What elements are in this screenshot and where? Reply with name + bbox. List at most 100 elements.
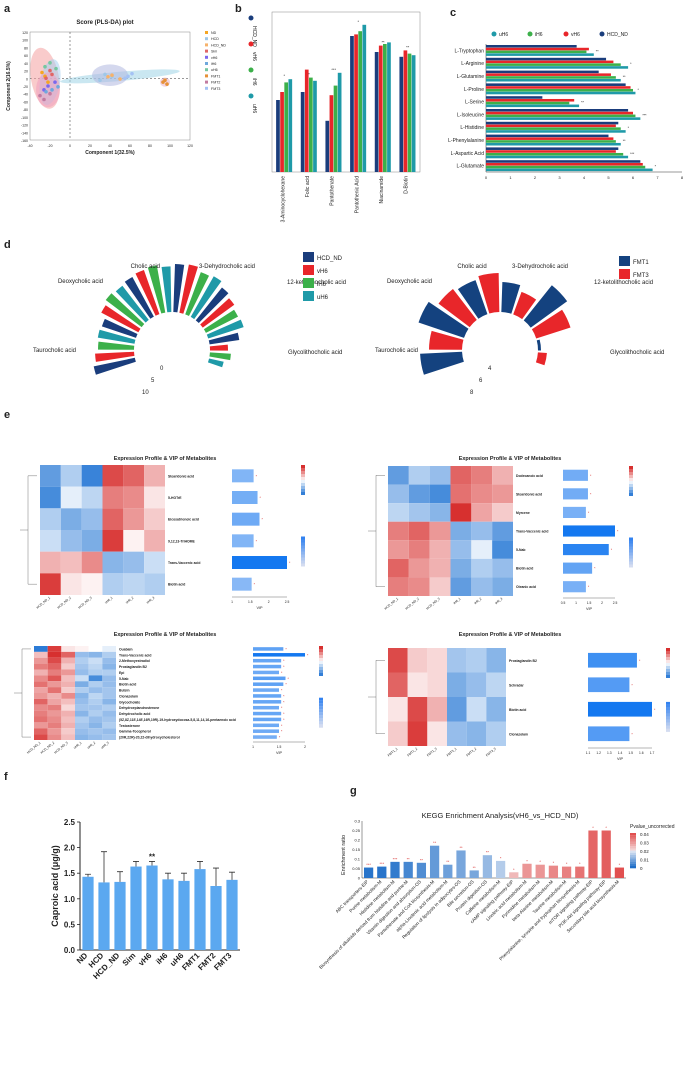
e1-cell	[123, 486, 145, 509]
a-xtick: 100	[167, 144, 173, 148]
e3-cell	[61, 681, 75, 688]
e4-colorbar	[666, 672, 670, 675]
d-right-segment-FMT1	[501, 282, 521, 314]
b-legend-dot	[248, 15, 254, 21]
b-category-label: Pantothenate	[330, 176, 336, 206]
e4-vip-tick: 1.6	[639, 751, 644, 755]
e2-cell	[429, 503, 451, 522]
d-left-segment-iH6	[209, 352, 231, 361]
d-left-segment-HCD_ND	[101, 318, 138, 338]
e3-cell	[61, 704, 75, 711]
e3-cell	[47, 651, 62, 658]
g-sig: **	[473, 865, 477, 870]
d-left-category-label: 3-Dehydrocholic acid	[199, 264, 255, 270]
g-bar	[363, 867, 374, 878]
e3-vipbar-scale	[319, 724, 323, 728]
e4-vip-sig: *	[631, 732, 633, 736]
e3-cell	[34, 651, 48, 658]
e2-vipbar-scale	[629, 561, 633, 565]
e1-col-label: vH6_1	[104, 596, 114, 605]
e3-vip-bar	[253, 717, 282, 722]
c-category-label: L-Proline	[464, 87, 484, 93]
c-bar-iH6	[486, 140, 616, 143]
e3-vip-sig: *	[283, 694, 285, 698]
e3-cell	[88, 651, 103, 658]
e3-cell	[61, 657, 75, 664]
a-xtick: -20	[47, 144, 52, 148]
e2-vip-bar	[563, 562, 593, 574]
d-left-tick: 5	[151, 378, 155, 384]
e3-vip-label: VIP	[276, 751, 283, 755]
c-bar-vH6	[486, 162, 643, 166]
e2-cell	[450, 521, 472, 541]
e3-cell	[61, 651, 75, 658]
e3-row-label: Trans-Vaccenic acid	[119, 653, 151, 657]
b-legend-dot	[248, 93, 254, 99]
c-category-label: L-Histidine	[460, 125, 484, 131]
e2-colorbar	[629, 469, 633, 472]
e3-vip-bar	[253, 647, 284, 651]
e3-cell	[88, 716, 103, 723]
a-point-uH6	[48, 61, 52, 65]
c-sig: **	[623, 139, 626, 143]
e3-vip-sig: *	[283, 712, 285, 716]
e1-col-label: vH6_3	[146, 596, 156, 605]
e3-cell	[88, 669, 103, 676]
e2-col-label: iH6_3	[494, 597, 503, 606]
e4-col-label: FMT1_2	[406, 747, 418, 758]
f-error-bar	[181, 872, 187, 881]
f-sig: **	[149, 852, 156, 861]
e3-cell	[102, 675, 116, 682]
e3-vip-bar	[253, 676, 286, 681]
e2-row-label: Trans-Vaccenic acid	[516, 530, 548, 534]
e3-cell	[75, 728, 89, 735]
e4-dendrogram	[368, 660, 385, 734]
e2-vipbar-scale	[629, 564, 633, 568]
e4-cell	[388, 648, 408, 673]
g-ytick: 0.15	[352, 847, 361, 852]
panel-label-g: g	[350, 785, 357, 797]
f-bar	[226, 879, 238, 950]
e3-cell	[61, 716, 75, 723]
a-ytick: 100	[22, 39, 28, 43]
d-left-legend-swatch	[303, 252, 314, 262]
c-bar-vH6	[486, 60, 614, 64]
c-bar-uH6	[486, 78, 621, 82]
c-bar-HCD_ND	[486, 45, 577, 48]
e3-cell	[34, 687, 48, 693]
d-right-segment-FMT1	[418, 301, 469, 338]
e3-cell	[47, 669, 62, 676]
e1-vip-sig: *	[289, 561, 291, 565]
e2-vip-sig: *	[590, 474, 592, 478]
e4-cell	[388, 672, 408, 697]
e3-cell	[47, 722, 62, 729]
e1-cell	[60, 573, 82, 595]
e4-cell	[466, 648, 487, 673]
a-point-iH6	[50, 88, 54, 92]
c-sig: ***	[630, 152, 635, 156]
b-bar-vH6	[378, 45, 383, 172]
e2-row-label: Biotin acid	[516, 567, 533, 571]
e3-cell	[88, 698, 103, 705]
e2-vip-tick: 1	[575, 601, 577, 605]
g-bar	[509, 872, 519, 878]
e3-row-label: Testosterone	[119, 724, 140, 728]
f-ytick: 1.0	[64, 895, 76, 904]
g-bar	[377, 866, 387, 878]
e1-vip-tick: 2.5	[285, 600, 290, 604]
e3-cell	[102, 722, 116, 729]
c-bar-uH6	[486, 142, 621, 146]
e3-cell	[88, 722, 103, 729]
e1-col-label: vH6_2	[125, 596, 135, 605]
c-bar-uH6	[486, 130, 626, 133]
a-legend-swatch	[205, 74, 208, 78]
e3-cell	[47, 657, 62, 664]
d-left-segment-vH6	[179, 264, 198, 314]
e4-vip-sig: *	[639, 659, 641, 663]
a-legend-label: FMT2	[211, 81, 220, 85]
e4-vip-label: VIP	[617, 757, 624, 761]
e4-cell	[388, 697, 408, 722]
e4-vipbar-scale	[666, 710, 670, 714]
d-left-category-label: Taurocholic acid	[33, 348, 76, 354]
e2-cell	[408, 484, 430, 504]
